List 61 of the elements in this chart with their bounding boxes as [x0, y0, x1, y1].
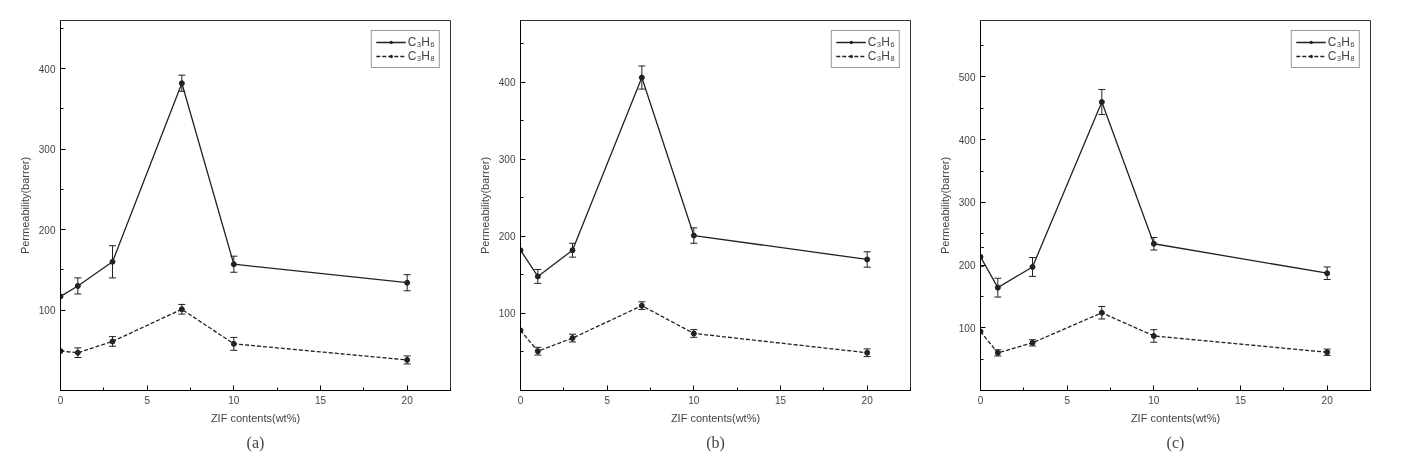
point	[1324, 270, 1331, 277]
y-tick-label: 200	[38, 224, 56, 236]
point	[178, 80, 185, 87]
x-axis-title: ZIF contents(wt%)	[670, 411, 761, 424]
x-tick-label: 20	[401, 394, 414, 406]
y-axis-title: Permeability(barrer)	[478, 156, 491, 255]
text: (a)	[246, 433, 265, 452]
y-tick-label: 100	[498, 308, 516, 320]
legend-label: C₃H₈	[1327, 49, 1355, 63]
point	[994, 284, 1001, 291]
x-tick-label: 20	[861, 394, 874, 406]
point	[1098, 309, 1105, 316]
point	[864, 256, 871, 263]
y-tick-label: 300	[958, 197, 976, 209]
point	[569, 247, 576, 254]
y-tick-label: 300	[498, 154, 516, 166]
x-tick-label: 15	[774, 394, 787, 406]
y-tick-label: 400	[958, 134, 976, 146]
y-tick-label: 100	[38, 305, 56, 317]
y-axis-title: Permeability(barrer)	[938, 156, 951, 255]
y-tick-label: 400	[498, 77, 516, 89]
y-axis-title: Permeability(barrer)	[18, 156, 31, 255]
point	[109, 258, 116, 265]
x-tick-label: 5	[1064, 394, 1071, 406]
x-tick-label: 0	[977, 394, 984, 406]
point	[638, 74, 645, 81]
x-tick-label: 10	[1148, 394, 1160, 406]
text: (b)	[706, 433, 725, 452]
y-tick-label: 200	[958, 260, 976, 272]
point	[230, 340, 237, 347]
x-tick-label: 15	[1234, 394, 1247, 406]
x-tick-label: 20	[1321, 394, 1334, 406]
point	[74, 282, 81, 289]
point	[404, 279, 411, 286]
point	[1150, 332, 1157, 339]
x-axis-title: ZIF contents(wt%)	[210, 411, 301, 424]
x-axis-title: ZIF contents(wt%)	[1130, 411, 1221, 424]
x-tick-label: 0	[57, 394, 64, 406]
x-tick-label: 0	[517, 394, 524, 406]
y-tick-label: 200	[498, 231, 516, 243]
text: (c)	[1166, 433, 1185, 452]
x-tick-label: 5	[144, 394, 151, 406]
point	[1098, 99, 1105, 106]
y-tick-label: 100	[958, 322, 976, 334]
legend-label: C₃H₆	[1327, 35, 1355, 49]
y-tick-label: 300	[38, 144, 56, 156]
point	[1150, 240, 1157, 247]
x-tick-label: 10	[228, 394, 240, 406]
y-tick-label: 400	[38, 63, 56, 75]
legend-label: C₃H₈	[407, 49, 435, 63]
point	[230, 261, 237, 268]
legend-label: C₃H₈	[867, 49, 895, 63]
legend-label: C₃H₆	[867, 35, 895, 49]
x-tick-label: 10	[688, 394, 700, 406]
legend-label: C₃H₆	[407, 35, 435, 49]
point	[534, 273, 541, 280]
x-tick-label: 15	[314, 394, 327, 406]
point	[690, 232, 697, 239]
x-tick-label: 5	[604, 394, 611, 406]
y-tick-label: 500	[958, 71, 976, 83]
point	[1029, 263, 1036, 270]
